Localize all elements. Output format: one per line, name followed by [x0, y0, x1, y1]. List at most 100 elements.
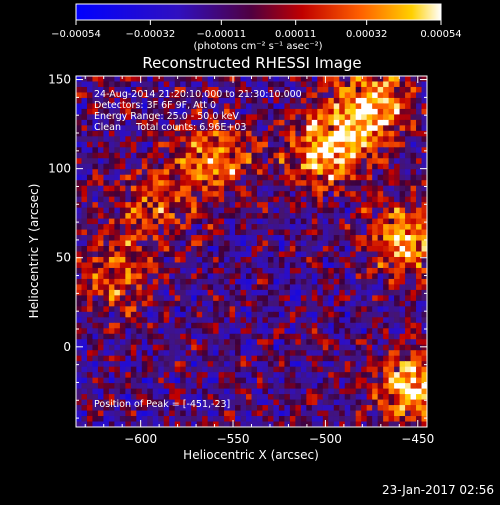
heatmap-cell	[399, 92, 406, 99]
heatmap-cell	[256, 421, 264, 427]
heatmap-cell	[76, 328, 83, 335]
heatmap-cell	[185, 108, 192, 115]
heatmap-cell	[394, 416, 401, 423]
heatmap-cell	[405, 180, 412, 187]
heatmap-cell	[311, 267, 318, 275]
heatmap-cell	[125, 284, 132, 291]
heatmap-cell	[86, 295, 94, 302]
heatmap-cell	[284, 103, 291, 110]
heatmap-cell	[213, 262, 220, 269]
heatmap-cell	[97, 333, 105, 340]
heatmap-cell	[76, 421, 83, 427]
heatmap-cell	[366, 158, 373, 165]
heatmap-cell	[311, 108, 318, 115]
heatmap-cell	[284, 141, 291, 148]
heatmap-cell	[278, 273, 285, 280]
heatmap-cell	[218, 333, 225, 340]
heatmap-cell	[322, 311, 329, 318]
heatmap-cell	[256, 218, 264, 225]
heatmap-cell	[251, 202, 258, 209]
heatmap-cell	[284, 306, 291, 313]
heatmap-cell	[125, 163, 132, 170]
heatmap-cell	[185, 306, 192, 313]
heatmap-cell	[273, 169, 280, 176]
heatmap-cell	[399, 97, 406, 105]
heatmap-cell	[399, 251, 406, 258]
heatmap-cell	[256, 273, 264, 280]
heatmap-cell	[295, 399, 302, 406]
heatmap-cell	[180, 421, 187, 427]
heatmap-cell	[136, 169, 143, 176]
heatmap-cell	[202, 152, 209, 159]
heatmap-cell	[416, 81, 423, 88]
heatmap-cell	[383, 355, 390, 362]
heatmap-cell	[207, 262, 214, 269]
heatmap-cell	[405, 86, 412, 94]
heatmap-cell	[410, 300, 417, 307]
heatmap-cell	[76, 86, 83, 94]
heatmap-cell	[196, 174, 203, 181]
heatmap-cell	[306, 262, 313, 269]
heatmap-cell	[289, 339, 296, 346]
heatmap-cell	[388, 333, 395, 340]
heatmap-cell	[383, 289, 390, 296]
heatmap-cell	[372, 76, 379, 83]
heatmap-cell	[97, 416, 105, 423]
heatmap-cell	[130, 202, 137, 209]
heatmap-cell	[125, 278, 132, 285]
heatmap-cell	[147, 240, 154, 247]
heatmap-cell	[174, 267, 181, 275]
heatmap-cell	[284, 246, 291, 253]
heatmap-cell	[229, 306, 236, 313]
heatmap-cell	[317, 246, 324, 253]
heatmap-cell	[295, 355, 302, 362]
heatmap-cell	[76, 76, 83, 83]
heatmap-cell	[141, 262, 148, 269]
heatmap-cell	[388, 152, 395, 159]
heatmap-cell	[311, 256, 318, 264]
heatmap-cell	[333, 388, 340, 395]
heatmap-cell	[421, 372, 427, 379]
heatmap-cell	[399, 125, 406, 132]
heatmap-cell	[207, 174, 214, 181]
heatmap-cell	[125, 416, 132, 423]
heatmap-cell	[278, 81, 285, 88]
heatmap-cell	[136, 372, 143, 379]
heatmap-cell	[300, 147, 307, 154]
heatmap-cell	[278, 158, 285, 165]
heatmap-cell	[300, 169, 307, 176]
heatmap-cell	[180, 76, 187, 83]
heatmap-cell	[114, 246, 121, 253]
heatmap-cell	[399, 361, 406, 368]
heatmap-cell	[92, 421, 99, 427]
heatmap-cell	[361, 213, 368, 220]
heatmap-cell	[377, 180, 384, 187]
heatmap-cell	[169, 130, 176, 137]
heatmap-cell	[339, 235, 346, 242]
heatmap-cell	[86, 97, 94, 105]
heatmap-cell	[416, 141, 423, 148]
heatmap-cell	[81, 246, 88, 253]
heatmap-cell	[322, 306, 329, 313]
heatmap-cell	[108, 152, 115, 159]
heatmap-cell	[130, 76, 137, 83]
heatmap-cell	[213, 366, 220, 373]
heatmap-cell	[235, 97, 242, 105]
heatmap-cell	[361, 191, 368, 198]
heatmap-cell	[103, 295, 110, 302]
heatmap-cell	[355, 191, 362, 198]
heatmap-cell	[366, 224, 373, 231]
heatmap-cell	[174, 416, 181, 423]
heatmap-cell	[317, 372, 324, 379]
heatmap-cell	[125, 311, 132, 318]
heatmap-cell	[158, 344, 165, 351]
heatmap-cell	[273, 344, 280, 351]
heatmap-cell	[119, 416, 126, 423]
heatmap-cell	[322, 169, 329, 176]
heatmap-cell	[339, 163, 346, 170]
heatmap-cell	[240, 295, 247, 302]
heatmap-cell	[103, 256, 110, 264]
heatmap-cell	[136, 284, 143, 291]
heatmap-cell	[158, 339, 165, 346]
heatmap-cell	[224, 213, 231, 220]
